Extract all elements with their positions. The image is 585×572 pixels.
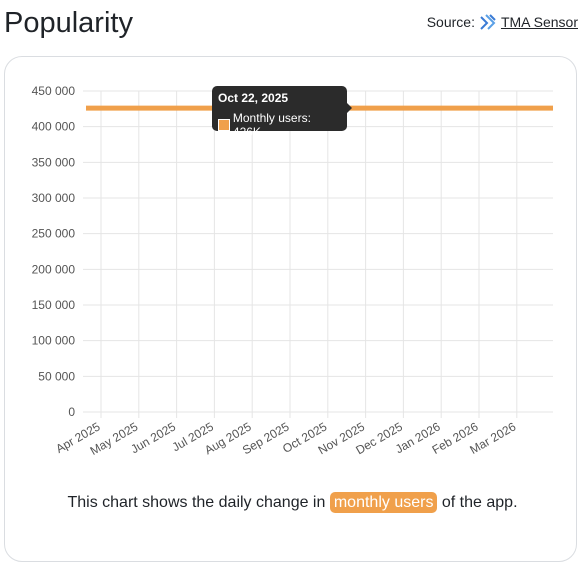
- y-tick-label: 250 000: [32, 227, 76, 241]
- chart-description: This chart shows the daily change in mon…: [0, 491, 585, 515]
- y-tick-label: 300 000: [32, 191, 76, 205]
- y-tick-label: 450 000: [32, 84, 76, 98]
- tooltip-pointer: [347, 103, 352, 113]
- y-tick-label: 50 000: [38, 369, 75, 383]
- metric-highlight[interactable]: monthly users: [329, 492, 438, 513]
- y-tick-label: 0: [68, 405, 75, 419]
- description-text-before: This chart shows the daily change in: [67, 494, 326, 511]
- y-tick-label: 400 000: [32, 120, 76, 134]
- source-label: Source:: [426, 14, 475, 30]
- chart-card: [4, 56, 577, 562]
- tooltip-series-swatch: [218, 119, 230, 131]
- tooltip-value: Monthly users: 426K: [232, 111, 311, 139]
- description-text-after: of the app.: [441, 494, 518, 511]
- tooltip-date: Oct 22, 2025: [218, 91, 289, 105]
- y-tick-label: 200 000: [32, 262, 76, 276]
- y-tick-label: 100 000: [32, 334, 76, 348]
- chart-tooltip: Oct 22, 2025 Monthly users: 426K: [212, 86, 347, 139]
- y-tick-label: 350 000: [32, 155, 76, 169]
- page-title: Popularity: [4, 7, 133, 39]
- source-link[interactable]: TMA Sensor: [500, 14, 578, 30]
- tma-sensor-logo-icon: [479, 13, 497, 31]
- source-attribution: Source: TMA Sensor: [427, 13, 578, 31]
- popularity-chart[interactable]: 0 50 000 100 000 150 000 200 000 250 000 300 0…: [0, 0, 585, 480]
- y-tick-label: 150 000: [32, 298, 76, 312]
